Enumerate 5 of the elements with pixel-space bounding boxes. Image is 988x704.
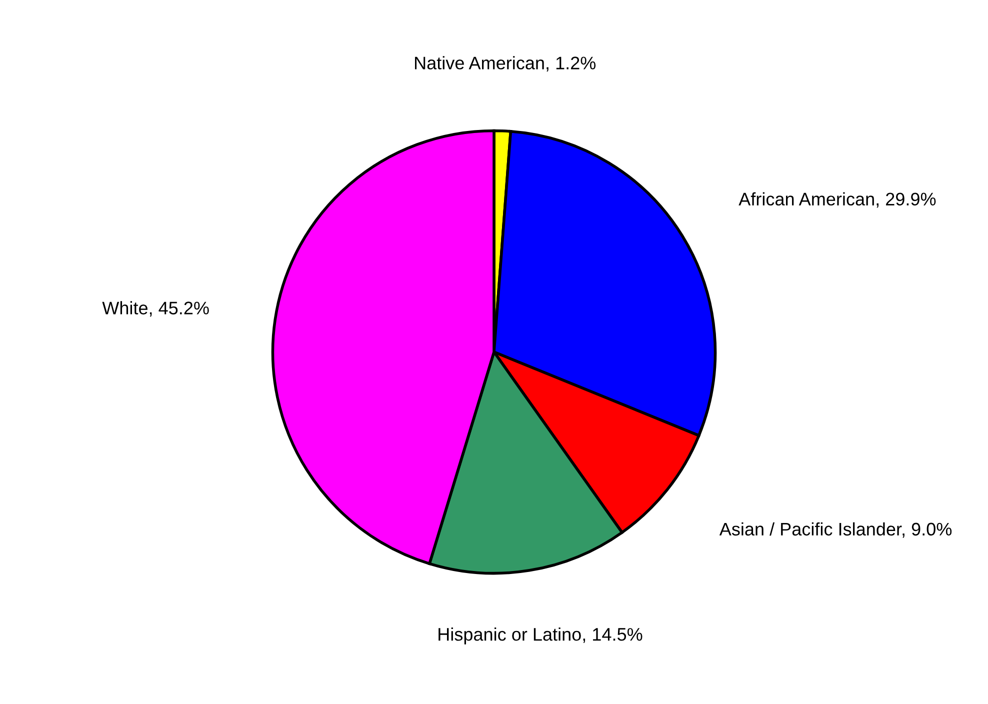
- slice-label: White, 45.2%: [102, 301, 209, 317]
- slice-label: Asian / Pacific Islander, 9.0%: [719, 522, 952, 538]
- slice-label: Native American, 1.2%: [415, 56, 596, 72]
- slice-label: African American, 29.9%: [738, 192, 936, 208]
- slice-label: Hispanic or Latino, 14.5%: [438, 628, 642, 644]
